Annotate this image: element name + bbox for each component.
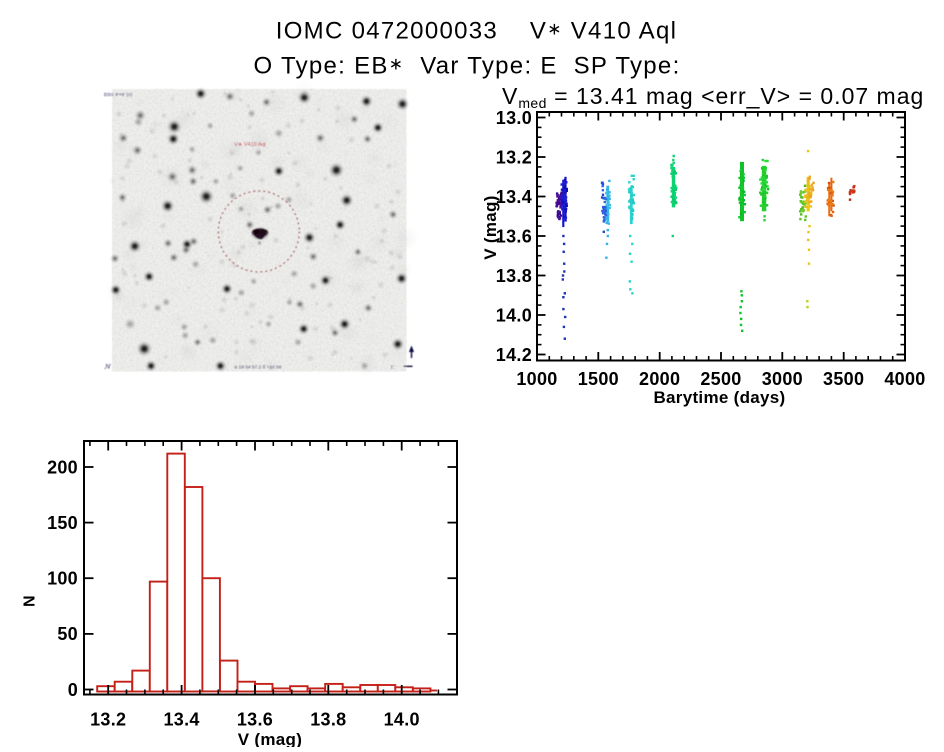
svg-text:V (mag): V (mag): [481, 195, 500, 259]
svg-text:2000: 2000: [639, 369, 680, 389]
svg-text:3000: 3000: [762, 369, 803, 389]
svg-text:r:: r:: [391, 365, 395, 371]
svg-text:13.8: 13.8: [310, 710, 346, 730]
svg-text:13.4: 13.4: [163, 710, 199, 730]
svg-text:100: 100: [47, 569, 78, 589]
svg-text:IOMC 0472000033 V∗ V410 Aql: IOMC 0472000033 V∗ V410 Aql: [276, 18, 677, 45]
svg-text:1000: 1000: [516, 369, 557, 389]
svg-text:200: 200: [47, 457, 78, 477]
svg-text:14.0: 14.0: [496, 305, 532, 325]
svg-text:150: 150: [47, 513, 78, 533]
svg-text:V∗ V410 Aql: V∗ V410 Aql: [234, 142, 266, 148]
svg-text:0: 0: [68, 680, 78, 700]
svg-text:,N′: ,N′: [104, 365, 112, 371]
svg-text:α 19 04 57.2 δ +10 58: α 19 04 57.2 δ +10 58: [235, 365, 282, 371]
svg-text:13.6: 13.6: [496, 226, 532, 246]
svg-text:V (mag): V (mag): [238, 730, 302, 747]
svg-text:13.0: 13.0: [496, 108, 532, 128]
svg-text:13.6: 13.6: [237, 710, 273, 730]
svg-text:Vmed = 13.41 mag <err_V> = 0.0: Vmed = 13.41 mag <err_V> = 0.07 mag: [502, 83, 924, 111]
svg-text:4000: 4000: [884, 369, 925, 389]
svg-text:DSS 8'×8' (n): DSS 8'×8' (n): [104, 92, 133, 98]
svg-text:14.2: 14.2: [496, 345, 532, 365]
svg-text:13.2: 13.2: [496, 147, 532, 167]
svg-text:3500: 3500: [823, 369, 864, 389]
svg-text:13.4: 13.4: [496, 187, 532, 207]
svg-text:O Type: EB∗ Var Type: E SP T: O Type: EB∗ Var Type: E SP Type:: [253, 53, 680, 80]
svg-text:1500: 1500: [578, 369, 619, 389]
svg-text:13.2: 13.2: [90, 710, 126, 730]
svg-text:N: N: [22, 595, 39, 607]
svg-text:14.0: 14.0: [384, 710, 420, 730]
svg-text:50: 50: [57, 624, 78, 644]
svg-text:13.8: 13.8: [496, 266, 532, 286]
svg-text:2500: 2500: [700, 369, 741, 389]
svg-text:Barytime (days): Barytime (days): [653, 388, 785, 407]
